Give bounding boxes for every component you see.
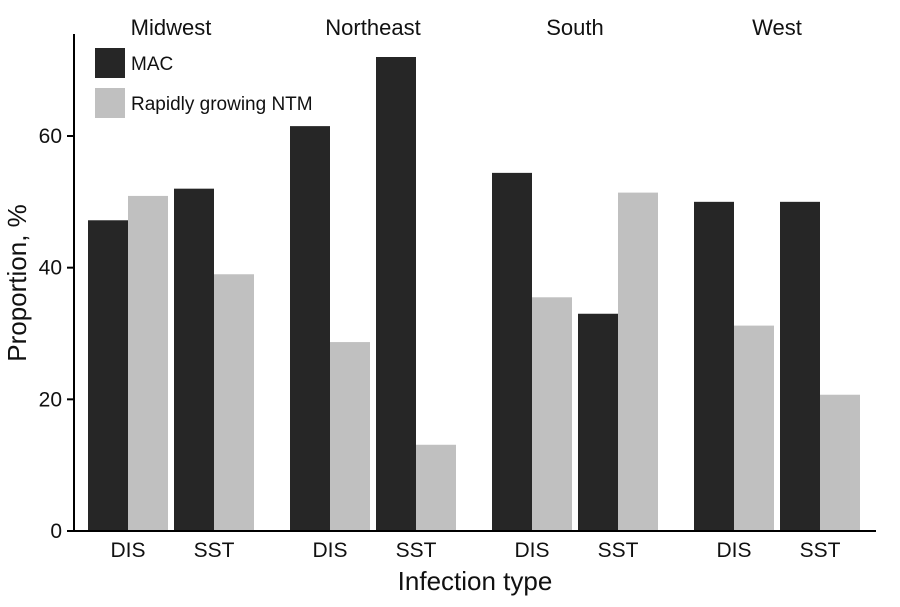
bar-midwest-sst-mac — [174, 188, 214, 531]
y-tick-label: 20 — [39, 388, 62, 411]
x-tick-label: SST — [396, 539, 437, 562]
y-tick-label: 60 — [39, 125, 62, 148]
x-tick-label: DIS — [716, 539, 751, 562]
bar-west-sst-rgm — [820, 394, 860, 531]
bar-west-sst-mac — [780, 201, 820, 532]
y-tick-label: 0 — [50, 520, 62, 543]
bar-northeast-sst-mac — [376, 57, 416, 531]
bar-west-dis-mac — [694, 201, 734, 532]
x-axis-title: Infection type — [398, 566, 553, 596]
x-tick-label: SST — [598, 539, 639, 562]
y-axis-title: Proportion, % — [2, 204, 32, 362]
group-label-west: West — [752, 15, 802, 40]
y-ticks: 0 20 40 60 — [39, 125, 74, 543]
bar-south-dis-mac — [492, 172, 532, 531]
group-labels: Midwest Northeast South West — [131, 15, 802, 40]
axes-layer — [73, 34, 876, 532]
group-label-northeast: Northeast — [325, 15, 420, 40]
x-tick-labels: DIS SST DIS SST DIS SST DIS SST — [110, 539, 840, 562]
legend-label: MAC — [131, 54, 173, 75]
group-label-south: South — [546, 15, 604, 40]
legend: MAC Rapidly growing NTM — [95, 48, 313, 118]
x-tick-label: SST — [800, 539, 841, 562]
x-tick-label: SST — [194, 539, 235, 562]
x-tick-label: DIS — [312, 539, 347, 562]
bars-layer — [88, 57, 860, 532]
legend-swatch — [95, 88, 125, 118]
y-tick-label: 40 — [39, 257, 62, 280]
legend-swatch — [95, 48, 125, 78]
bar-northeast-dis-rgm — [330, 342, 370, 531]
x-tick-label: DIS — [514, 539, 549, 562]
bar-northeast-dis-mac — [290, 126, 330, 531]
bar-south-dis-rgm — [532, 297, 572, 531]
group-label-midwest: Midwest — [131, 15, 212, 40]
bar-midwest-dis-mac — [88, 220, 128, 531]
bar-northeast-sst-rgm — [416, 444, 456, 531]
bar-west-dis-rgm — [734, 325, 774, 531]
bar-midwest-sst-rgm — [214, 274, 254, 531]
bar-south-sst-mac — [578, 313, 618, 531]
x-tick-label: DIS — [110, 539, 145, 562]
bar-midwest-dis-rgm — [128, 195, 168, 532]
bar-south-sst-rgm — [618, 192, 658, 531]
legend-label: Rapidly growing NTM — [131, 94, 313, 115]
